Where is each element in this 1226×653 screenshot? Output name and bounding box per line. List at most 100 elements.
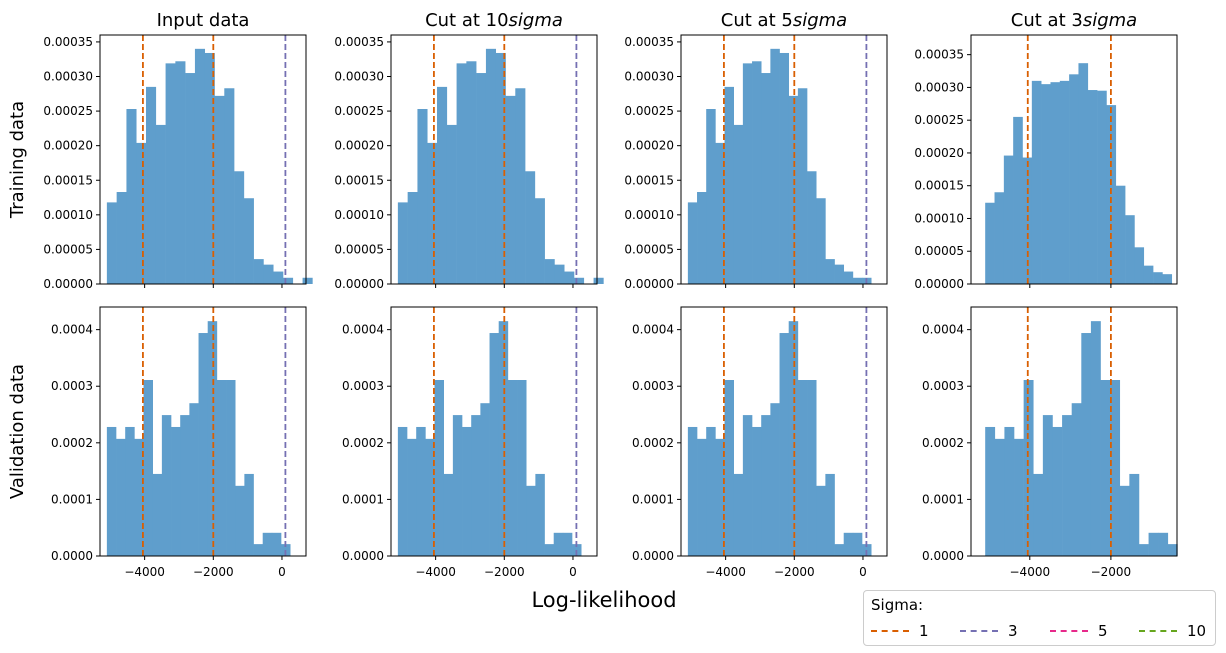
- bar-r0c2-3: [715, 142, 725, 284]
- bar-r1c0-10: [198, 333, 209, 556]
- bar-r0c1-9: [485, 48, 497, 284]
- bar-r0c2-12: [797, 88, 808, 284]
- bar-r1c3-12: [1100, 380, 1111, 556]
- legend-label: 10: [1187, 622, 1207, 640]
- bar-r0c3-11: [1087, 90, 1098, 284]
- ytick-label-r1c1-2: 0.0002: [342, 436, 384, 450]
- legend-entry-sigma-5: 5: [1050, 621, 1108, 641]
- bar-r1c1-18: [562, 532, 573, 556]
- ytick-label-r0c3-0: 0.00000: [914, 277, 964, 291]
- legend-swatch: [871, 630, 909, 632]
- bar-r1c2-5: [733, 473, 744, 556]
- bar-r0c3-16: [1134, 247, 1145, 284]
- xtick-label-r1c2-0: −4000: [705, 565, 746, 579]
- xtick-label-r1c1-0: −4000: [415, 565, 456, 579]
- ytick-label-r0c0-1: 0.00005: [43, 242, 93, 256]
- legend: Sigma: 1 3 5 10: [863, 590, 1216, 646]
- bar-r1c1-7: [462, 426, 472, 556]
- bar-r1c0-13: [226, 380, 236, 556]
- bar-r1c1-16: [544, 544, 555, 556]
- ytick-label-r0c1-5: 0.00025: [334, 104, 384, 118]
- bar-r1c1-9: [480, 403, 490, 556]
- bar-r1c2-1: [697, 438, 707, 556]
- bar-r1c0-8: [180, 415, 190, 556]
- ytick-label-r1c0-4: 0.0004: [51, 323, 93, 337]
- ytick-label-r1c3-2: 0.0002: [922, 436, 964, 450]
- bar-r1c0-7: [171, 426, 181, 556]
- bar-r1c2-8: [761, 415, 771, 556]
- ytick-label-r0c1-7: 0.00035: [334, 35, 384, 49]
- bar-r0c0-7: [175, 61, 186, 284]
- axes-frame-r1c3: [970, 306, 1178, 557]
- bar-r1c0-3: [134, 438, 144, 556]
- bar-r1c2-18: [852, 532, 863, 556]
- bar-r0c2-0: [687, 202, 698, 284]
- bar-r0c1-0: [397, 202, 408, 284]
- row-label-0: Training data: [7, 101, 28, 219]
- legend-title: Sigma:: [871, 596, 924, 614]
- ytick-label-r0c2-2: 0.00010: [624, 208, 674, 222]
- bar-r1c3-14: [1119, 485, 1130, 556]
- bar-r0c1-16: [554, 264, 565, 284]
- ytick-label-r0c1-3: 0.00015: [334, 173, 384, 187]
- bar-r1c2-3: [715, 438, 725, 556]
- bar-r1c3-18: [1158, 532, 1169, 556]
- bar-r1c1-0: [397, 426, 408, 556]
- bar-r1c2-9: [770, 403, 780, 556]
- x-axis-label: Log-likelihood: [531, 588, 676, 612]
- ytick-label-r1c3-0: 0.0000: [922, 549, 964, 563]
- bar-r0c0-12: [224, 88, 235, 284]
- bar-r0c3-2: [1003, 155, 1014, 284]
- column-title-0: Input data: [157, 10, 250, 31]
- ytick-label-r0c0-5: 0.00025: [43, 104, 93, 118]
- bar-r1c1-6: [452, 415, 463, 556]
- legend-entry-sigma-10: 10: [1139, 621, 1206, 641]
- bar-r1c3-19: [1167, 544, 1178, 556]
- bar-r0c0-1: [116, 192, 127, 284]
- axes-frame-r0c0: [99, 34, 307, 285]
- bar-r1c0-4: [143, 380, 153, 556]
- axes-frame-r0c3: [970, 34, 1178, 285]
- bar-r0c3-0: [985, 202, 995, 284]
- bar-r1c1-8: [471, 415, 481, 556]
- bar-r0c0-16: [263, 264, 274, 284]
- bar-r1c0-12: [216, 380, 227, 556]
- xtick-label-r1c1-1: −2000: [484, 565, 525, 579]
- ytick-label-r0c3-7: 0.00035: [914, 48, 964, 62]
- bar-r1c0-6: [161, 415, 172, 556]
- bar-r1c1-3: [425, 438, 435, 556]
- bar-r0c0-0: [106, 202, 117, 284]
- bar-r0c2-2: [706, 109, 716, 284]
- ytick-label-r0c0-6: 0.00030: [43, 70, 93, 84]
- bar-r1c1-5: [443, 473, 454, 556]
- bar-r0c2-16: [834, 264, 845, 284]
- bar-r0c0-20: [302, 277, 313, 284]
- bar-r1c3-6: [1042, 415, 1053, 556]
- bar-r1c3-7: [1052, 426, 1063, 556]
- bar-r0c0-9: [194, 48, 206, 284]
- bar-r0c3-3: [1013, 116, 1023, 284]
- bar-r0c2-15: [825, 259, 835, 284]
- ytick-label-r0c0-4: 0.00020: [43, 139, 93, 153]
- bar-r0c3-18: [1153, 272, 1163, 284]
- ytick-label-r1c3-3: 0.0003: [922, 379, 964, 393]
- bar-r1c0-15: [244, 473, 254, 556]
- bar-r1c3-16: [1138, 544, 1149, 556]
- bar-r1c2-17: [843, 532, 854, 556]
- bar-r1c2-6: [742, 415, 753, 556]
- legend-label: 5: [1098, 622, 1108, 640]
- ytick-label-r0c3-4: 0.00020: [914, 146, 964, 160]
- bar-r1c1-13: [517, 380, 527, 556]
- ytick-label-r1c2-3: 0.0003: [632, 379, 674, 393]
- bar-r0c0-6: [165, 63, 176, 284]
- ytick-label-r0c2-3: 0.00015: [624, 173, 674, 187]
- bar-r1c2-15: [825, 473, 835, 556]
- bar-r0c1-12: [515, 88, 526, 284]
- bar-r0c3-7: [1050, 82, 1061, 285]
- column-title-3: Cut at 3sigma: [1011, 10, 1137, 31]
- bar-r1c3-0: [985, 426, 996, 556]
- bar-r0c1-7: [466, 61, 477, 284]
- bar-r0c2-9: [770, 48, 780, 284]
- bar-r0c1-14: [534, 198, 545, 284]
- bar-r0c1-1: [407, 192, 418, 284]
